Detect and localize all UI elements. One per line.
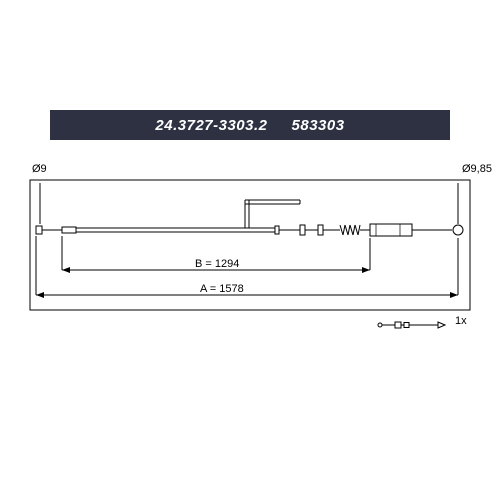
dimension-b-label: B = 1294: [195, 258, 239, 270]
header-bar: 24.3727-3303.2 583303: [50, 110, 450, 140]
diagram-container: 24.3727-3303.2 583303 Ø9 Ø9,85 B = 1294 …: [0, 0, 500, 500]
part-number: 24.3727-3303.2: [155, 117, 267, 134]
dimension-a-label: A = 1578: [200, 283, 244, 295]
ref-number: 583303: [292, 117, 345, 134]
right-diameter-label: Ø9,85: [462, 163, 492, 175]
technical-drawing: [0, 150, 500, 380]
quantity-label: 1x: [455, 315, 467, 327]
left-diameter-label: Ø9: [32, 163, 47, 175]
